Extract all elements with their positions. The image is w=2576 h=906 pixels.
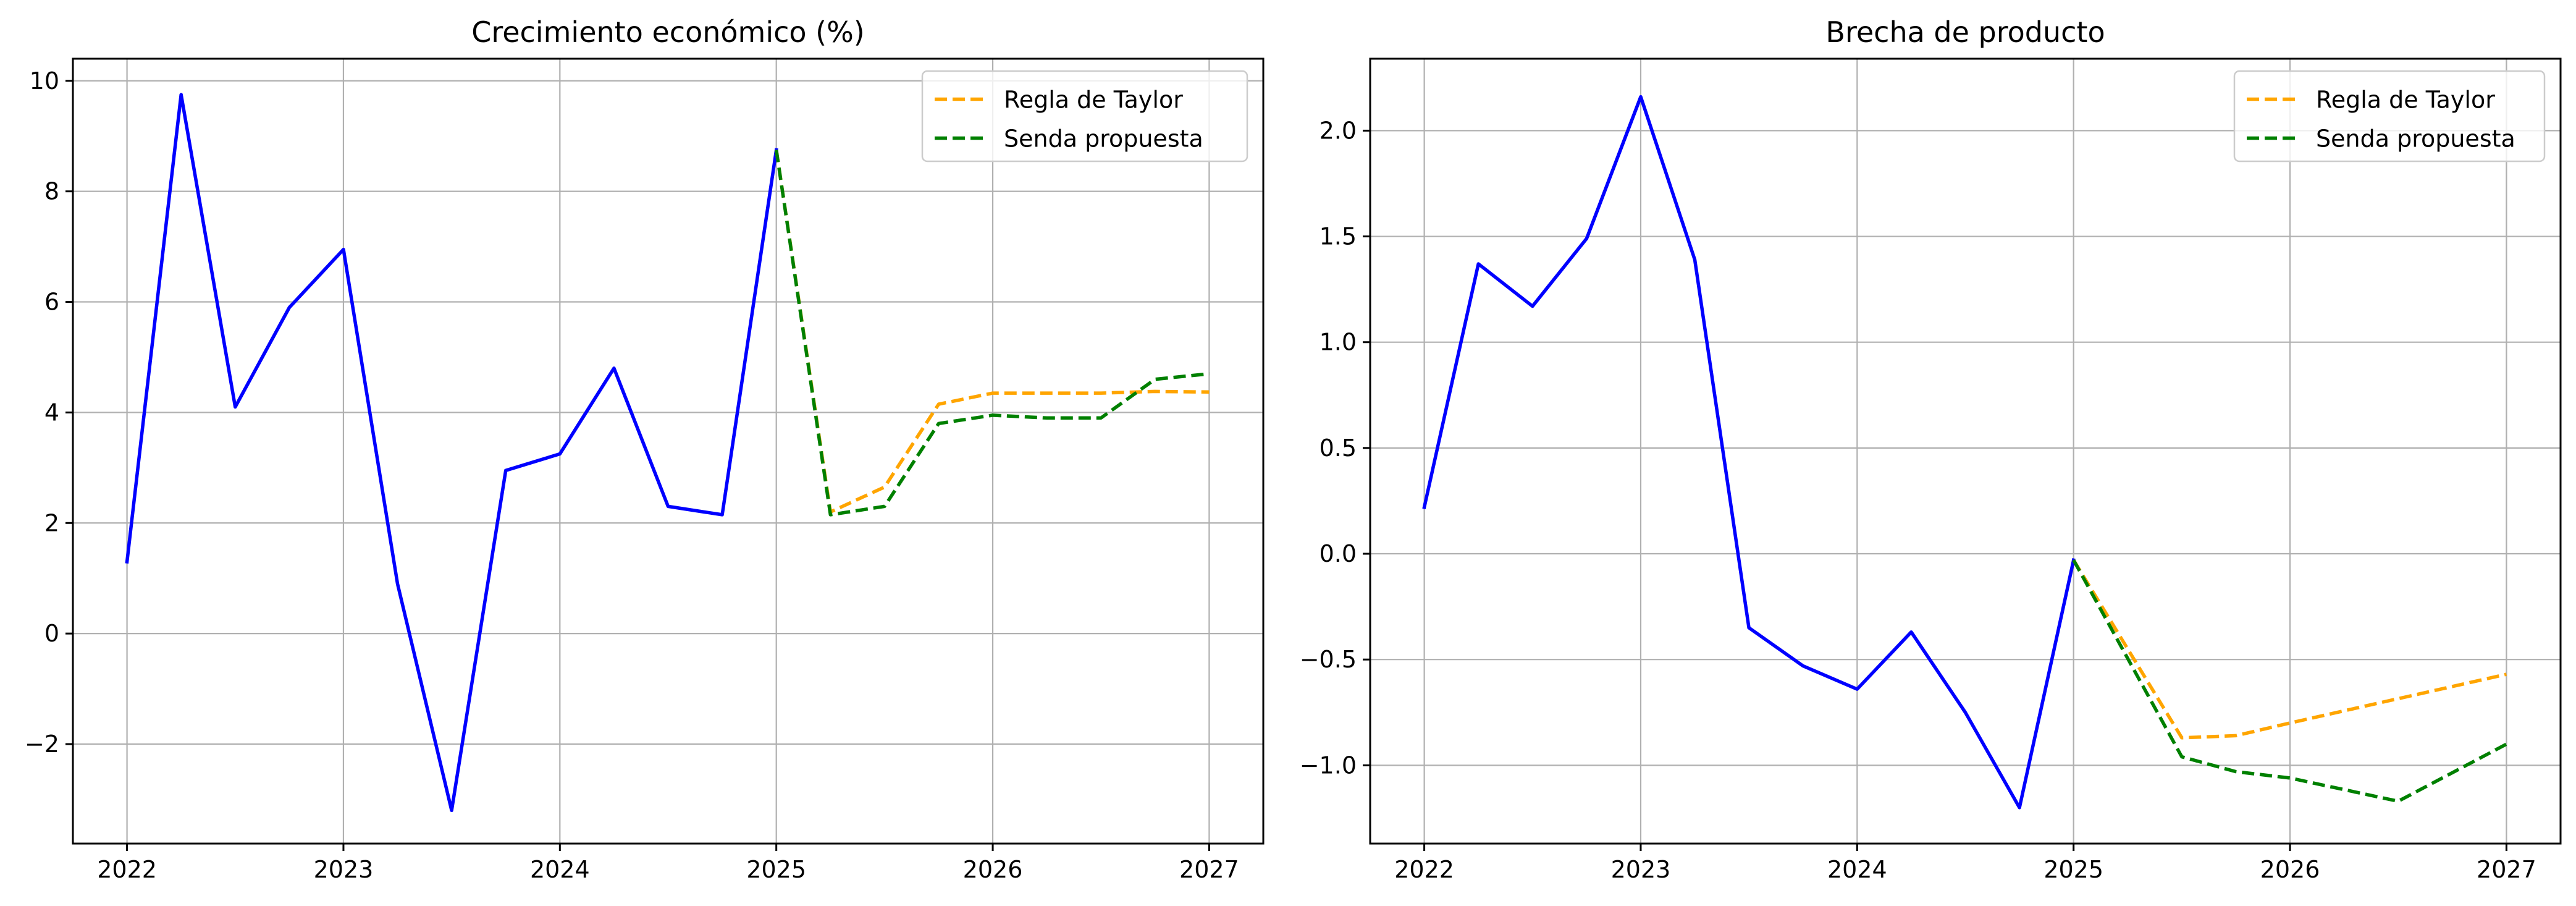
series-line-proposed [774, 150, 1210, 517]
series-group [125, 93, 1210, 813]
x-tick-label: 2023 [314, 856, 374, 883]
series-line-historical [125, 93, 778, 813]
series-line-taylor [774, 150, 1210, 514]
legend: Regla de Taylor Senda propuesta [2233, 70, 2546, 163]
legend-label: Senda propuesta [2316, 125, 2515, 153]
y-tick-label: 8 [44, 178, 59, 205]
y-tick-label: 1.0 [1320, 329, 1357, 356]
legend-box [921, 70, 1248, 163]
x-tick-label: 2026 [2260, 856, 2320, 883]
x-tick-label: 2024 [1827, 856, 1887, 883]
y-tick-label: 2 [44, 509, 59, 536]
y-tick-label: 1.5 [1320, 223, 1357, 250]
x-tick-label: 2025 [2044, 856, 2103, 883]
x-tick-label: 2024 [530, 856, 590, 883]
legend-label: Regla de Taylor [1004, 87, 1183, 114]
x-tick-label: 2025 [746, 856, 806, 883]
y-tick-label: 4 [44, 399, 59, 426]
chart-title: Brecha de producto [1825, 15, 2105, 49]
x-axis: 2022 2023 2024 2025 2026 2027 [97, 844, 1239, 883]
y-tick-label: −2 [25, 730, 59, 758]
chart-title: Crecimiento económico (%) [471, 15, 865, 49]
series-group [1422, 95, 2507, 810]
y-axis: −1.0 −0.5 0.0 0.5 1.0 1.5 2.0 [1300, 117, 1370, 779]
series-line-proposed [2072, 559, 2507, 803]
y-axis: −2 0 2 4 6 8 10 [25, 67, 73, 758]
chart-growth: Crecimiento económico (%) 2022 2023 2024 20… [25, 15, 1265, 883]
y-tick-label: 10 [30, 67, 59, 95]
legend-label: Senda propuesta [1004, 125, 1203, 153]
x-tick-label: 2027 [2477, 856, 2536, 883]
y-tick-label: −0.5 [1300, 646, 1357, 673]
y-tick-label: 0.5 [1320, 434, 1357, 462]
y-tick-label: 0.0 [1320, 540, 1357, 567]
chart-output-gap: Brecha de producto 2022 2023 2024 2025 2026 2… [1300, 15, 2562, 883]
x-tick-label: 2022 [97, 856, 157, 883]
grid-lines [1370, 59, 2561, 844]
plot-frame [72, 57, 1265, 845]
x-tick-label: 2022 [1394, 856, 1454, 883]
x-tick-label: 2023 [1611, 856, 1671, 883]
y-tick-label: 6 [44, 289, 59, 316]
y-tick-label: 0 [44, 620, 59, 647]
plot-frame [1369, 57, 2562, 845]
series-line-taylor [2072, 559, 2507, 740]
x-axis: 2022 2023 2024 2025 2026 2027 [1394, 844, 2536, 883]
y-tick-label: 2.0 [1320, 117, 1357, 144]
x-tick-label: 2026 [963, 856, 1023, 883]
y-tick-label: −1.0 [1300, 751, 1357, 779]
x-tick-label: 2027 [1179, 856, 1239, 883]
legend-label: Regla de Taylor [2316, 87, 2495, 114]
legend-box [2233, 70, 2546, 163]
legend: Regla de Taylor Senda propuesta [921, 70, 1248, 163]
series-line-historical [1422, 95, 2076, 810]
